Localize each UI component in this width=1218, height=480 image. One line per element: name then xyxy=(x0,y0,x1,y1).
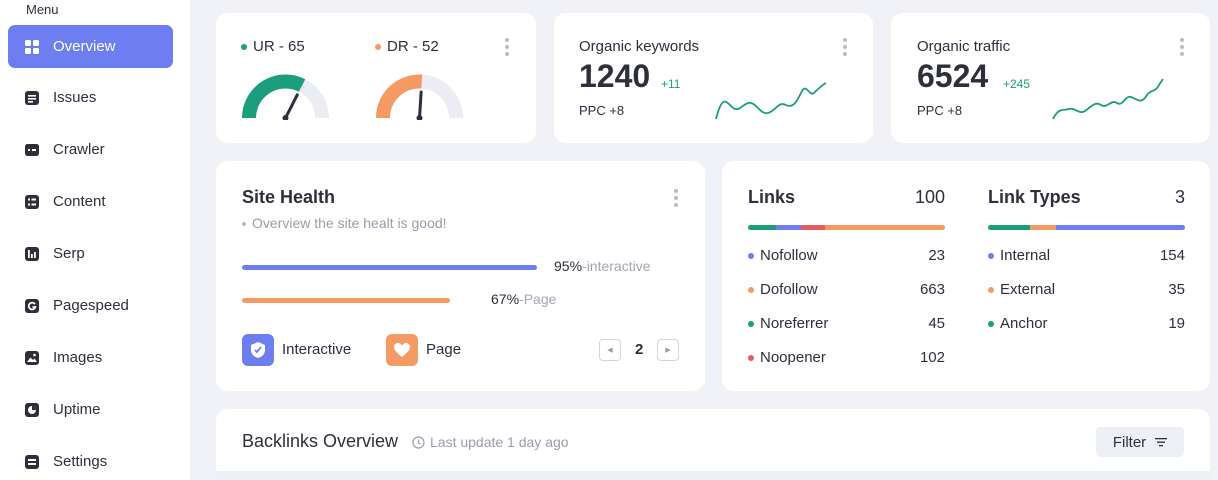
last-update: Last update 1 day ago xyxy=(412,434,569,450)
sidebar-item-serp[interactable]: Serp xyxy=(8,232,173,275)
links-total: 100 xyxy=(914,187,945,207)
filter-button[interactable]: Filter xyxy=(1096,427,1184,457)
sidebar-item-label: Issues xyxy=(53,89,97,106)
table-header-strip xyxy=(216,471,1210,480)
ur-label: UR - 65 xyxy=(241,38,305,55)
list-icon xyxy=(25,90,39,105)
organic-traffic-delta: +245 xyxy=(1003,77,1031,91)
interactive-progress-label: 95%-interactive xyxy=(554,258,651,274)
link-types-row: External xyxy=(988,281,1055,298)
site-health-subtitle: Overview the site healt is good! xyxy=(242,215,447,231)
site-health-card: Site Health Overview the site healt is g… xyxy=(216,161,705,391)
link-types-row-value: 19 xyxy=(1168,315,1185,332)
link-types-total: 3 xyxy=(1174,187,1185,207)
clock-icon xyxy=(412,435,425,449)
sidebar-item-label: Serp xyxy=(53,245,85,262)
organic-keywords-ppc: PPC +8 xyxy=(579,103,625,118)
heart-icon xyxy=(386,334,418,366)
link-types-row-value: 35 xyxy=(1168,281,1185,298)
link-types-distribution-bar xyxy=(988,225,1185,230)
image-icon xyxy=(25,350,39,365)
links-row: Noreferrer xyxy=(748,315,828,332)
link-types-title: Link Types xyxy=(988,187,1081,207)
terminal-icon xyxy=(25,143,39,157)
dr-dot xyxy=(375,44,381,51)
current-page: 2 xyxy=(635,341,644,358)
filter-icon xyxy=(1155,438,1168,447)
next-page-button[interactable]: ▶ xyxy=(657,339,679,361)
links-row: Nofollow xyxy=(748,247,818,264)
legend-page: Page xyxy=(426,341,462,358)
links-distribution-bar xyxy=(748,225,945,230)
legend-interactive: Interactive xyxy=(282,341,352,358)
sidebar-item-settings[interactable]: Settings xyxy=(8,440,173,480)
link-types-row: Internal xyxy=(988,247,1050,264)
links-row-value: 663 xyxy=(919,281,945,298)
shield-icon xyxy=(242,334,274,366)
organic-traffic-value: 6524 xyxy=(917,58,989,94)
ratings-card: UR - 65 DR - 52 xyxy=(216,13,536,143)
sidebar-item-label: Uptime xyxy=(53,401,101,418)
backlinks-title: Backlinks Overview xyxy=(242,431,399,451)
document-icon xyxy=(25,194,39,209)
sidebar-item-content[interactable]: Content xyxy=(8,180,173,223)
links-row: Dofollow xyxy=(748,281,818,298)
sidebar-item-label: Images xyxy=(53,349,103,366)
ur-gauge xyxy=(242,74,329,120)
links-row-value: 23 xyxy=(928,247,945,264)
sidebar-item-label: Content xyxy=(53,193,106,210)
organic-keywords-card: Organic keywords 1240 +11 PPC +8 xyxy=(554,13,873,143)
grid-icon xyxy=(25,39,39,54)
ratings-more-button[interactable] xyxy=(505,38,509,56)
sidebar-item-crawler[interactable]: Crawler xyxy=(8,128,173,171)
sidebar-item-pagespeed[interactable]: Pagespeed xyxy=(8,284,173,327)
traffic-sparkline xyxy=(1052,78,1164,120)
sidebar-item-label: Crawler xyxy=(53,141,105,158)
sidebar-item-images[interactable]: Images xyxy=(8,336,173,379)
subtitle-dot xyxy=(242,222,246,227)
links-row: Noopener xyxy=(748,349,826,366)
sidebar-item-uptime[interactable]: Uptime xyxy=(8,388,173,431)
link-types-row: Anchor xyxy=(988,315,1048,332)
sidebar-item-overview[interactable]: Overview xyxy=(8,25,173,68)
menu-label: Menu xyxy=(26,2,59,17)
backlinks-card: Backlinks Overview Last update 1 day ago… xyxy=(216,409,1210,480)
page-progress-bar xyxy=(242,298,450,303)
organic-keywords-title: Organic keywords xyxy=(579,38,700,55)
interactive-progress-bar xyxy=(242,265,537,270)
links-row-value: 45 xyxy=(928,315,945,332)
page-progress-label: 67%-Page xyxy=(491,291,557,307)
prev-page-button[interactable]: ◀ xyxy=(599,339,621,361)
links-card: Links 100 Nofollow 23 Dofollow 663 Noref… xyxy=(722,161,1210,391)
dr-label: DR - 52 xyxy=(375,38,439,55)
organic-traffic-ppc: PPC +8 xyxy=(917,103,963,118)
sidebar-item-issues[interactable]: Issues xyxy=(8,76,173,119)
ur-dot xyxy=(241,44,247,51)
settings-icon xyxy=(25,454,39,469)
sidebar-item-label: Settings xyxy=(53,453,108,470)
keywords-more-button[interactable] xyxy=(843,38,847,56)
dr-gauge xyxy=(376,74,463,120)
organic-traffic-card: Organic traffic 6524 +245 PPC +8 xyxy=(891,13,1210,143)
link-types-row-value: 154 xyxy=(1159,247,1185,264)
sidebar: Menu Overview Issues Crawler Content Ser… xyxy=(0,0,190,480)
site-health-title: Site Health xyxy=(242,187,336,207)
sidebar-item-label: Overview xyxy=(53,38,116,55)
site-health-more-button[interactable] xyxy=(674,189,678,207)
organic-keywords-delta: +11 xyxy=(661,77,681,91)
organic-traffic-title: Organic traffic xyxy=(917,38,1011,55)
links-title: Links xyxy=(748,187,796,207)
sidebar-item-label: Pagespeed xyxy=(53,297,129,314)
traffic-more-button[interactable] xyxy=(1180,38,1184,56)
keywords-sparkline xyxy=(715,82,827,120)
chart-icon xyxy=(25,246,39,261)
organic-keywords-value: 1240 xyxy=(579,58,651,94)
g-icon xyxy=(25,298,39,313)
clock-icon xyxy=(25,402,39,417)
links-row-value: 102 xyxy=(919,349,945,366)
